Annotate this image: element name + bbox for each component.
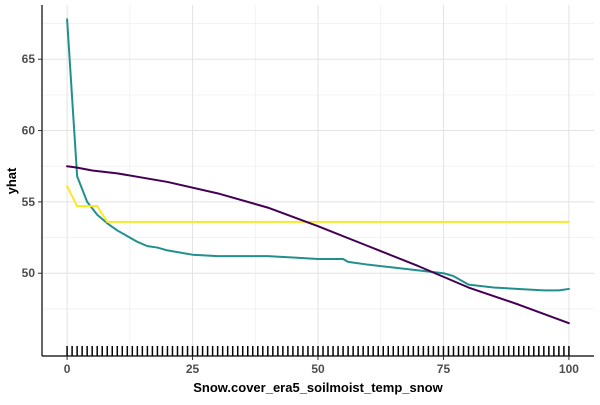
x-tick-label: 0 [64,362,71,376]
series-line-1 [66,18,570,292]
series-line-2 [66,185,570,223]
x-tick-label: 50 [311,362,325,376]
x-tick-label: 25 [186,362,200,376]
grid-lines [42,5,594,356]
y-tick-label: 50 [22,266,36,280]
y-tick-label: 60 [22,124,36,138]
y-tick-label: 65 [22,52,36,66]
x-tick-label: 75 [437,362,451,376]
y-tick-label: 55 [22,195,36,209]
series-line-3 [66,165,570,325]
rug-marks [66,346,570,356]
series-lines [66,18,570,325]
x-axis-title: Snow.cover_era5_soilmoist_temp_snow [193,380,443,395]
y-axis-title: yhat [4,167,19,194]
x-tick-label: 100 [559,362,579,376]
ticks: 0 25 50 75 100 50 55 60 65 [22,52,580,376]
